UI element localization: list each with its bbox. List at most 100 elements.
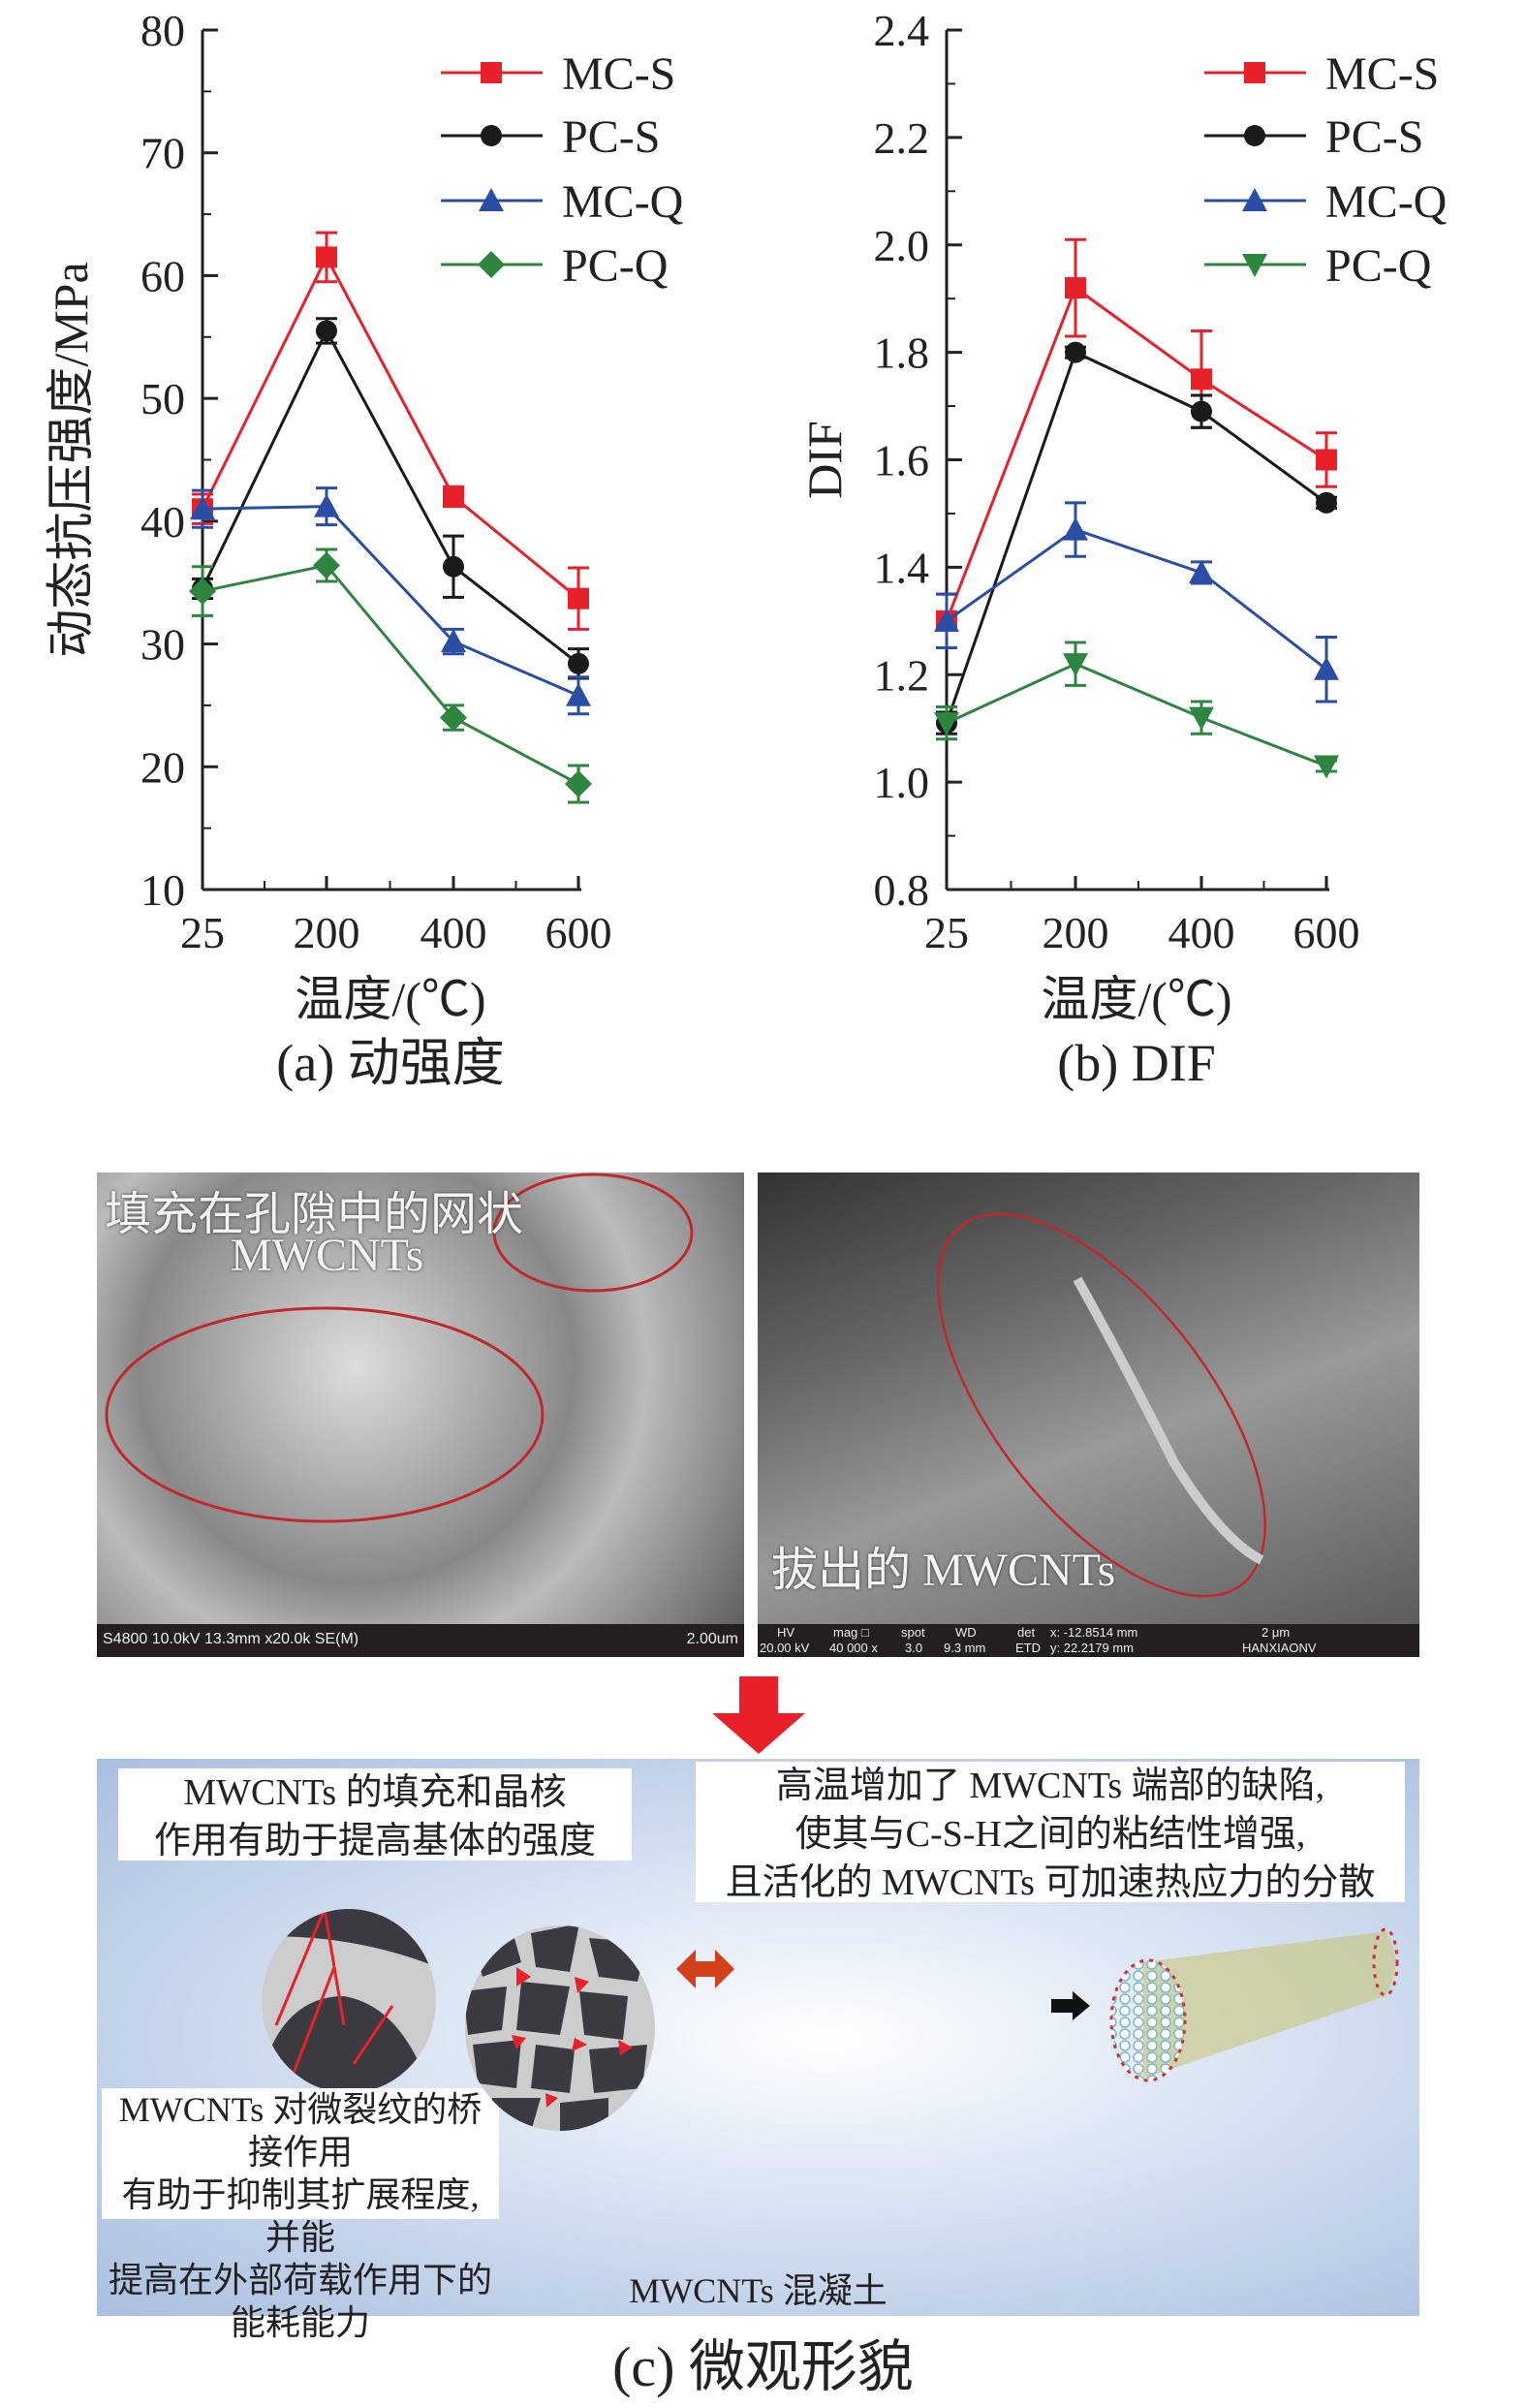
series-MC-S: MC-S <box>192 48 675 631</box>
x-tick-label: 600 <box>545 908 612 957</box>
marker-triangle <box>1063 516 1088 541</box>
sem-image-right: 拔出的 MWCNTs HV 20.00 kV mag □ 40 000 x sp… <box>758 1173 1419 1657</box>
sem-info: 20.00 kV <box>760 1641 810 1655</box>
marker-diamond <box>189 578 216 606</box>
legend-label: PC-Q <box>562 240 668 292</box>
concrete-cross-section <box>465 1925 655 2131</box>
marker-square <box>481 62 502 83</box>
sem-label: 填充在孔隙中的网状 <box>105 1189 524 1240</box>
marker-triangle <box>566 682 591 706</box>
series-PC-Q: PC-Q <box>189 240 668 804</box>
y-tick-label: 2.0 <box>874 221 930 270</box>
series-line <box>202 563 579 786</box>
y-tick-label: 1.8 <box>874 328 930 378</box>
sem-label: 拔出的 MWCNTs <box>771 1545 1116 1596</box>
sem-info: 3.0 <box>905 1641 923 1655</box>
series-MC-Q: MC-Q <box>190 176 683 716</box>
legend-label: PC-S <box>1325 111 1423 163</box>
series-line <box>202 505 579 698</box>
marker-triangle <box>1242 188 1267 211</box>
marker-diamond <box>440 704 467 732</box>
sem-scale: 2.00um <box>686 1631 738 1647</box>
y-tick-label: 0.8 <box>874 865 930 915</box>
marker-diamond <box>478 251 505 278</box>
y-axis-label: DIF <box>797 421 852 499</box>
y-tick-label: 1.6 <box>874 436 930 485</box>
x-axis-label: 温度/(℃) <box>295 972 485 1026</box>
marker-square <box>443 485 464 508</box>
sem-info: spot <box>901 1625 925 1640</box>
text-line: 使其与C-S-H之间的粘结性增强, <box>794 1814 1306 1855</box>
sem-info: mag □ <box>833 1625 869 1640</box>
chart-b: 0.8 1.0 1.2 1.4 1.6 1.8 2.0 2.2 2.4 25 200 400 600 温度… <box>797 6 1447 1092</box>
y-tick-label: 50 <box>140 374 185 423</box>
marker-circle <box>443 555 464 578</box>
y-tick-label: 70 <box>140 129 185 178</box>
chart-caption: (a) 动强度 <box>276 1034 504 1092</box>
y-axis-label: 动态抗压强度/MPa <box>44 262 98 657</box>
legend-label: PC-Q <box>1325 240 1431 292</box>
double-arrow-icon <box>676 1950 734 1988</box>
y-tick-label: 80 <box>140 6 185 55</box>
marker-triangle <box>441 629 466 653</box>
y-tick-label: 1.2 <box>874 650 930 700</box>
x-axis-label: 温度/(℃) <box>1041 972 1231 1026</box>
crack-bridging-diagram <box>262 1909 436 2093</box>
right-arrow-icon <box>1051 1991 1090 2020</box>
text-line: MWCNTs 对微裂纹的桥接作用 <box>118 2090 483 2172</box>
text-line: MWCNTs 的填充和晶核 <box>183 1772 567 1813</box>
marker-circle <box>1065 341 1086 363</box>
marker-square <box>1244 62 1265 83</box>
sem-info: y: 22.2179 mm <box>1050 1641 1134 1655</box>
concrete-label: MWCNTs 混凝土 <box>629 2271 888 2310</box>
legend-label: MC-S <box>1325 48 1439 100</box>
series-line <box>201 328 579 666</box>
text-line: 高温增加了 MWCNTs 端部的缺陷, <box>775 1766 1325 1806</box>
x-tick-label: 200 <box>1043 908 1109 957</box>
series-line <box>946 662 1327 767</box>
schematic-panel: MWCNTs 的填充和晶核 作用有助于提高基体的强度 高温增加了 MWCNTs 端… <box>97 1759 1419 2342</box>
marker-triangle <box>1189 559 1214 583</box>
x-tick-label: 25 <box>924 908 969 957</box>
marker-triangle <box>479 188 504 211</box>
marker-square <box>1316 449 1337 471</box>
y-tick-label: 2.2 <box>874 113 930 163</box>
text-line: 有助于抑制其扩展程度, 并能 <box>121 2175 480 2257</box>
text-box-high-temp: 高温增加了 MWCNTs 端部的缺陷, 使其与C-S-H之间的粘结性增强, 且活化的… <box>696 1762 1405 1903</box>
sem-info: WD <box>955 1625 977 1640</box>
highlight-ellipse <box>937 1212 1266 1598</box>
sem-image-left: 填充在孔隙中的网状 MWCNTs S4800 10.0kV 13.3mm x20… <box>97 1173 744 1657</box>
sem-info: 40 000 x <box>829 1641 878 1655</box>
legend-label: MC-Q <box>1325 176 1447 228</box>
marker-square <box>1065 277 1086 299</box>
marker-square <box>1191 368 1212 391</box>
series-MC-Q: MC-Q <box>934 176 1447 704</box>
x-tick-label: 400 <box>420 908 487 957</box>
marker-diamond <box>565 770 592 798</box>
charts: 10 20 30 40 50 60 70 80 25 200 400 600 温度/(℃) (a) 动强度… <box>44 6 1447 1092</box>
y-tick-label: 10 <box>140 865 185 915</box>
text-line: 作用有助于提高基体的强度 <box>153 1821 596 1861</box>
chart-a: 10 20 30 40 50 60 70 80 25 200 400 600 温度/(℃) (a) 动强度… <box>44 6 683 1092</box>
marker-circle <box>568 652 589 674</box>
marker-circle <box>1191 400 1212 422</box>
sem-label: MWCNTs <box>231 1230 424 1281</box>
y-tick-label: 1.4 <box>874 543 930 592</box>
down-arrow-icon <box>712 1676 805 1754</box>
x-tick-label: 400 <box>1168 908 1235 957</box>
highlight-ellipses <box>105 1173 694 1523</box>
legend-label: MC-S <box>562 48 675 100</box>
sem-info: x: -12.8514 mm <box>1050 1625 1138 1640</box>
marker-circle <box>481 125 502 146</box>
nanotube-illustration <box>1109 1927 1399 2082</box>
marker-triangle <box>934 712 959 736</box>
marker-triangle <box>1242 254 1267 277</box>
marker-diamond <box>313 551 340 579</box>
text-box-filling: MWCNTs 的填充和晶核 作用有助于提高基体的强度 <box>118 1768 632 1861</box>
y-tick-label: 20 <box>140 742 185 792</box>
sem-info: ETD <box>1015 1641 1041 1655</box>
marker-triangle <box>934 608 959 632</box>
sem-info: HV <box>777 1625 795 1640</box>
marker-square <box>568 587 589 610</box>
marker-triangle <box>314 493 339 517</box>
